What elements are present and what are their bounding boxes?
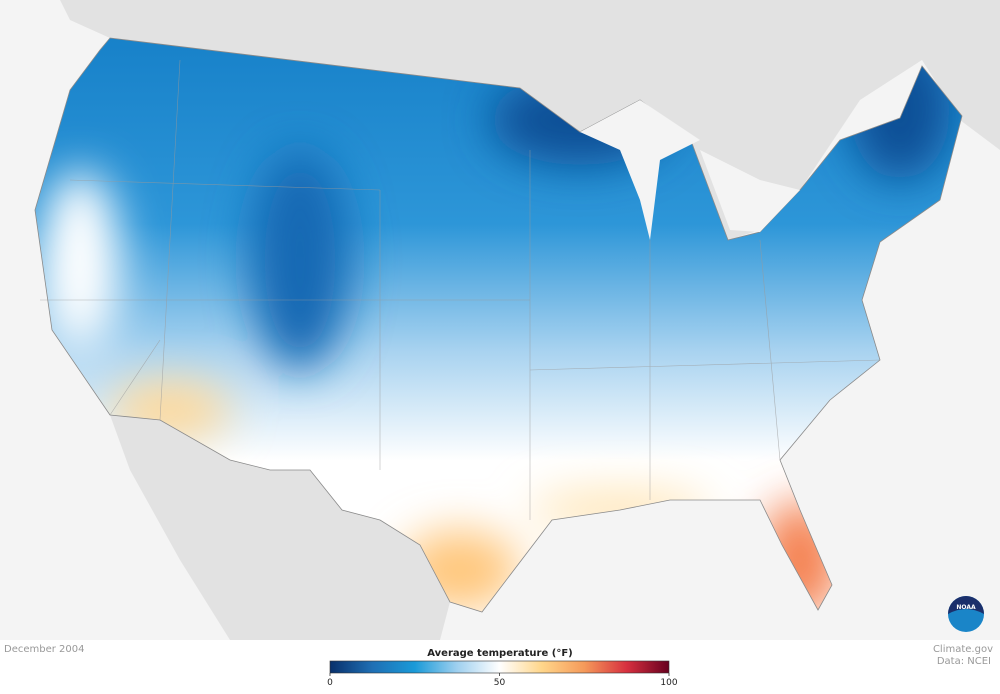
legend-title: Average temperature (°F) (427, 648, 572, 659)
logo-text: NOAA (956, 604, 976, 611)
tick-label: 100 (660, 678, 677, 688)
tick-label: 0 (327, 678, 333, 688)
colorbar (329, 660, 670, 674)
mild-region (40, 170, 120, 350)
us-border (34, 37, 963, 613)
logo-top (948, 596, 984, 614)
cold-region (250, 150, 350, 370)
source: Data: NCEI (937, 656, 991, 667)
great-lakes (580, 100, 800, 240)
mexico (110, 415, 450, 640)
date-label: December 2004 (4, 644, 84, 655)
tick-label: 50 (494, 678, 506, 688)
noaa-logo: NOAA (948, 596, 984, 632)
credit: Climate.gov (933, 644, 993, 655)
state-borders (40, 59, 881, 520)
canada (60, 0, 1000, 240)
